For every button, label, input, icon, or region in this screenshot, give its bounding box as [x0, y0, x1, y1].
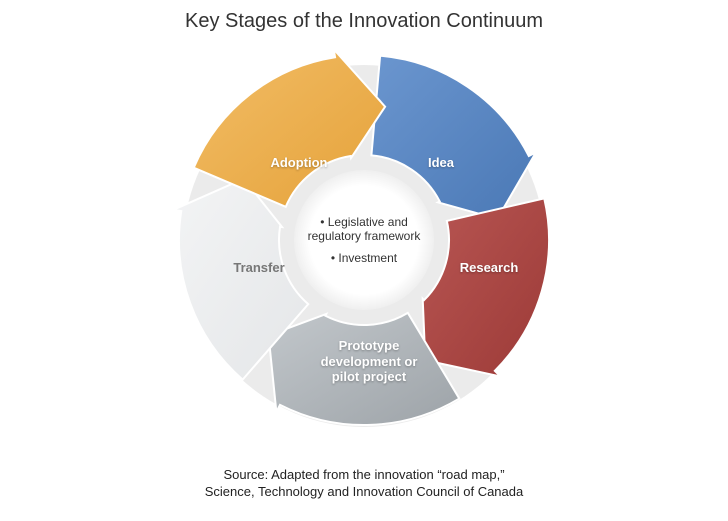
- cycle-chart: • Legislative and regulatory framework •…: [164, 40, 564, 440]
- source-line-1: Source: Adapted from the innovation “roa…: [223, 467, 504, 482]
- source-line-2: Science, Technology and Innovation Counc…: [205, 484, 523, 499]
- page-root: Key Stages of the Innovation Continuum •…: [0, 0, 728, 521]
- center-item-2: • Investment: [331, 251, 397, 265]
- diagram-title: Key Stages of the Innovation Continuum: [0, 10, 728, 33]
- source-attribution: Source: Adapted from the innovation “roa…: [0, 466, 728, 501]
- center-hub: • Legislative and regulatory framework •…: [294, 170, 434, 310]
- center-item-1: • Legislative and regulatory framework: [304, 215, 424, 243]
